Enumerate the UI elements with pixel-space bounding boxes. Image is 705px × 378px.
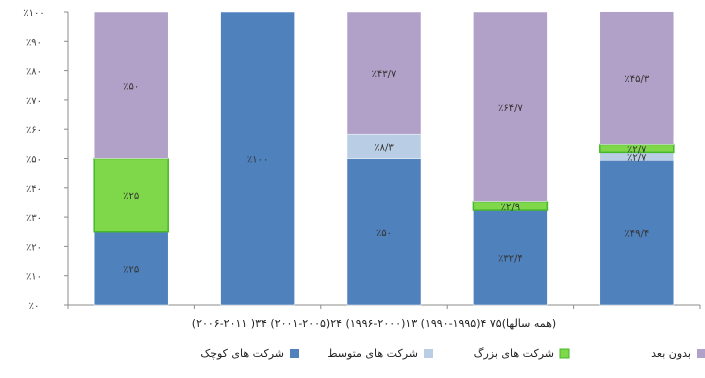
data-label: ٪۳۲/۴ [498,254,523,265]
legend: بدون بعد شرکت های بزرگ شرکت های متوسط شرکت … [200,347,705,360]
legend-swatch [697,349,705,358]
data-label: ٪۱۰۰ [247,155,268,166]
legend-swatch [559,348,570,359]
bar-segment [346,11,422,135]
bar-segment [473,209,548,306]
bar-segment [93,157,169,233]
legend-label: شرکت های کوچک [200,347,284,360]
y-tick-label: ٪۷۰ [26,96,42,107]
category-axis-labels: (۲۰۰۶-۲۰۱۱ )۳۴ (۲۰۰۱-۲۰۰۵)۲۴ (۱۹۹۶-۲۰۰۰)… [192,317,556,330]
legend-swatch [424,349,433,358]
data-label: ٪۴۳/۷ [372,69,397,80]
bar-segment [220,11,295,306]
bar-segment [346,133,422,159]
y-tick-label: ٪۱۰ [26,272,42,283]
category-labels: (۲۰۰۶-۲۰۱۱ )۳۴ (۲۰۰۱-۲۰۰۵)۲۴ (۱۹۹۶-۲۰۰۰)… [192,317,556,330]
y-tick-label: ٪۳۰ [26,213,42,224]
y-tick-label: ٪۶۰ [26,125,42,136]
legend-label: شرکت های متوسط [327,347,418,360]
data-label: ٪۵۰ [376,228,392,239]
bar-segment [93,231,169,306]
legend-label: شرکت های بزرگ [474,347,554,360]
data-label: ٪۸/۳ [374,142,394,153]
legend-swatch [290,349,299,358]
bar-segment [93,11,169,159]
bar-segment [473,11,548,202]
bar-segment [599,160,675,306]
y-tick-label: ٪۸۰ [26,67,42,78]
data-label: ٪۴۹/۴ [624,229,649,240]
data-label: ٪۲/۹ [501,202,520,213]
bar-segment [599,11,675,145]
axes: ٪۰ ٪۱۰ ٪۲۰ ٪۳۰ ٪۴۰ ٪۵۰ ٪۶۰ ٪۷۰ ٪۸۰ ٪۹۰ ٪۱۰۰ [23,8,701,312]
y-tick-label: ٪۰ [29,301,40,312]
data-label: ٪۲/۷ [627,152,647,163]
data-label: ٪۲۵ [123,264,139,275]
data-label: ٪۴۵/۳ [624,74,649,85]
y-tick-label: ٪۴۰ [26,184,42,195]
legend-label: بدون بعد [651,347,691,360]
data-labels: ٪۲۵ ٪۲۵ ٪۵۰ ٪۱۰۰ ٪۵۰ ٪۸/۳ ٪۴۳/۷ ٪۳۲/۴ ٪۲/۹ ٪۶۴/۷ ٪… [123,69,650,275]
data-label: ٪۲۵ [123,191,139,202]
data-label: ٪۶۴/۷ [498,103,523,114]
bars [93,11,675,306]
bar-segment [346,158,422,306]
y-tick-label: ٪۹۰ [26,37,42,48]
data-label: ٪۵۰ [123,81,139,92]
data-label: ٪۲/۷ [627,144,647,155]
y-tick-label: ٪۵۰ [26,155,42,166]
y-tick-label: ٪۲۰ [26,242,42,253]
y-tick-label: ٪۱۰۰ [23,8,44,19]
